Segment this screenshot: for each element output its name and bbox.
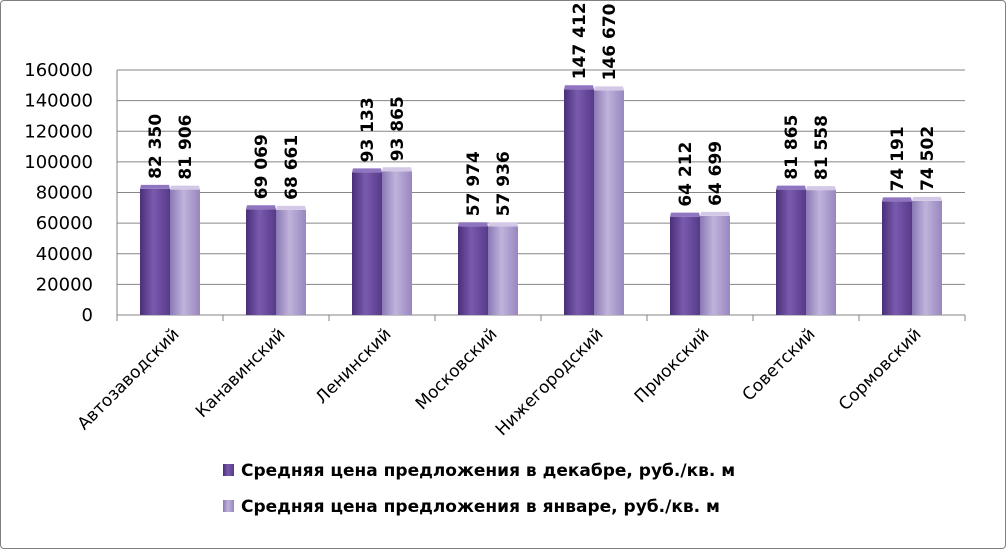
y-tick-label: 40000 — [36, 244, 93, 265]
data-label: 81 906 — [176, 115, 196, 180]
data-label: 57 936 — [494, 151, 514, 216]
data-label: 146 670 — [600, 3, 620, 80]
bar-top-face — [882, 197, 912, 202]
category-label: Московский — [412, 324, 502, 414]
bar-december — [246, 209, 276, 315]
legend-swatch — [223, 464, 234, 476]
bar-top-face — [776, 185, 806, 190]
bar-top-face — [352, 168, 382, 173]
bar-january — [382, 171, 412, 315]
bar-january — [170, 189, 200, 315]
data-label: 147 412 — [570, 2, 590, 79]
bar-top-face — [276, 205, 306, 210]
legend-swatch — [223, 500, 234, 512]
data-label: 81 558 — [812, 115, 832, 180]
data-label: 82 350 — [146, 114, 166, 179]
data-label: 69 069 — [252, 134, 272, 199]
category-label: Нижегородский — [492, 324, 608, 440]
y-tick-label: 20000 — [36, 274, 93, 295]
bar-december — [882, 201, 912, 315]
category-label: Сормовский — [835, 324, 926, 415]
legend-entry: Средняя цена предложения в январе, руб./… — [241, 497, 720, 517]
bar-top-face — [806, 186, 836, 191]
y-tick-label: 140000 — [24, 91, 93, 112]
category-label: Приокский — [631, 324, 714, 407]
bar-top-face — [140, 184, 170, 189]
data-label: 64 699 — [706, 141, 726, 206]
y-tick-label: 80000 — [36, 183, 93, 204]
data-label: 74 502 — [918, 126, 938, 191]
category-label: Канавинский — [192, 324, 290, 422]
category-label: Автозаводский — [74, 324, 184, 434]
bar-top-face — [488, 222, 518, 227]
bar-top-face — [594, 86, 624, 91]
bar-top-face — [458, 222, 488, 227]
bar-top-face — [700, 211, 730, 216]
bar-top-face — [564, 85, 594, 90]
y-tick-label: 60000 — [36, 213, 93, 234]
data-label: 64 212 — [676, 142, 696, 207]
bar-top-face — [170, 185, 200, 190]
category-label: Советский — [739, 324, 820, 405]
data-labels: 82 350 81 906 69 069 68 661 93 133 93 865 57 9… — [146, 2, 938, 216]
legend-entry: Средняя цена предложения в декабре, руб.… — [241, 461, 735, 481]
bar-top-face — [912, 196, 942, 201]
y-tick-label: 0 — [82, 305, 93, 326]
bar-january — [912, 200, 942, 315]
bar-top-face — [670, 212, 700, 217]
bar-december — [458, 226, 488, 315]
bar-january — [488, 226, 518, 315]
y-tick-label: 160000 — [24, 60, 93, 81]
data-label: 57 974 — [464, 151, 484, 216]
bar-january — [806, 190, 836, 315]
bar-december — [670, 216, 700, 315]
data-label: 93 865 — [388, 96, 408, 161]
bar-top-face — [246, 205, 276, 210]
data-label: 68 661 — [282, 135, 302, 200]
category-labels: Автозаводский Канавинский Ленинский Московс… — [74, 324, 926, 440]
bar-december — [352, 172, 382, 315]
bar-january — [594, 90, 624, 315]
bar-top-face — [382, 167, 412, 172]
y-tick-label: 120000 — [24, 121, 93, 142]
data-label: 81 865 — [782, 115, 802, 180]
data-label: 93 133 — [358, 97, 378, 162]
data-label: 74 191 — [888, 126, 908, 191]
bar-december — [776, 189, 806, 315]
y-tick-label: 100000 — [24, 152, 93, 173]
bars — [140, 85, 942, 315]
bar-december — [564, 89, 594, 315]
category-label: Ленинский — [312, 324, 396, 408]
bar-december — [140, 188, 170, 315]
bar-january — [276, 209, 306, 315]
gridlines — [117, 69, 965, 285]
bar-january — [700, 215, 730, 315]
legend: Средняя цена предложения в декабре, руб.… — [223, 461, 735, 517]
